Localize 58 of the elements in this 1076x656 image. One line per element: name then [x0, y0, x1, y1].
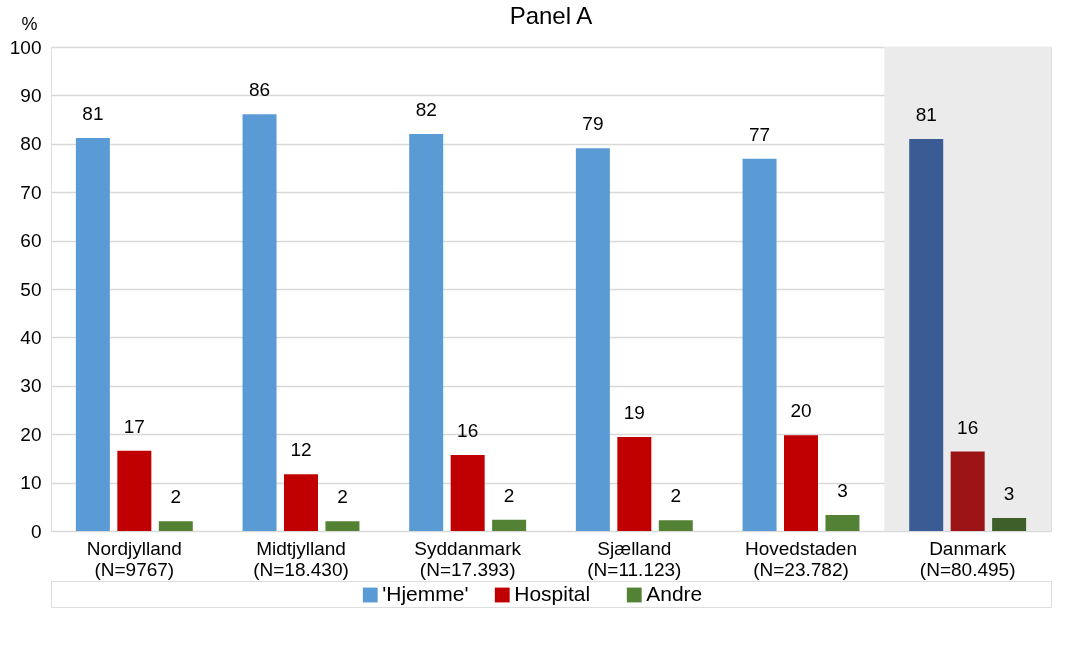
data-label: 82 — [415, 99, 437, 121]
data-label: 79 — [582, 113, 604, 135]
y-tick-label: 70 — [20, 181, 42, 203]
chart-title: Panel A — [509, 2, 593, 29]
y-tick-label: 90 — [20, 84, 42, 106]
legend-label: Andre — [646, 582, 703, 605]
bar — [242, 114, 277, 531]
data-label: 86 — [248, 79, 271, 101]
y-tick-label: 100 — [9, 36, 42, 58]
bar — [325, 521, 360, 531]
y-tick-label: 20 — [20, 423, 42, 445]
data-label: 12 — [290, 439, 312, 461]
bar — [117, 450, 152, 531]
data-label: 2 — [170, 486, 182, 508]
bar — [950, 451, 985, 531]
bar — [450, 455, 485, 531]
bar — [492, 519, 527, 531]
data-label: 16 — [957, 416, 979, 438]
bar — [784, 435, 818, 531]
y-tick-label: 30 — [20, 375, 42, 397]
x-tick-label: Danmark (N=80.495) — [919, 537, 1016, 580]
y-tick-label: 10 — [20, 472, 42, 494]
x-tick-label: Syddanmark (N=17.393) — [414, 537, 522, 580]
bar — [909, 138, 944, 531]
y-tick-label: 0 — [30, 520, 42, 542]
data-label: 3 — [837, 480, 848, 502]
data-label: 81 — [82, 102, 104, 124]
legend-label: Hospital — [514, 582, 591, 605]
x-tick-label: Nordjylland (N=9767) — [86, 537, 182, 580]
x-tick-label: Sjælland (N=11.123) — [587, 537, 682, 580]
y-axis-title: % — [21, 13, 38, 34]
bar — [992, 517, 1027, 531]
bar — [409, 134, 444, 531]
x-tick-label: Midtjylland (N=18.430) — [253, 537, 349, 580]
data-label: 19 — [623, 402, 645, 424]
data-label: 3 — [1003, 482, 1015, 504]
data-label: 16 — [457, 420, 479, 442]
bar — [75, 137, 110, 531]
data-label: 77 — [748, 123, 771, 145]
bar — [284, 474, 318, 531]
y-tick-label: 50 — [20, 278, 42, 300]
bar — [575, 148, 610, 531]
legend-label: 'Hjemme' — [382, 582, 469, 605]
data-label: 17 — [123, 415, 145, 437]
bar — [158, 521, 193, 531]
data-label: 2 — [503, 484, 515, 506]
x-tick-label: Hovedstaden (N=23.782) — [745, 537, 857, 580]
data-label: 81 — [915, 103, 937, 125]
bar — [742, 158, 777, 531]
y-tick-label: 40 — [20, 326, 42, 348]
data-label: 2 — [337, 486, 348, 508]
bar — [658, 520, 693, 531]
bar — [825, 515, 860, 531]
data-label: 20 — [790, 400, 812, 422]
y-tick-label: 60 — [20, 230, 42, 252]
data-label: 2 — [670, 485, 682, 507]
y-tick-label: 80 — [20, 133, 42, 155]
bar — [617, 437, 652, 531]
